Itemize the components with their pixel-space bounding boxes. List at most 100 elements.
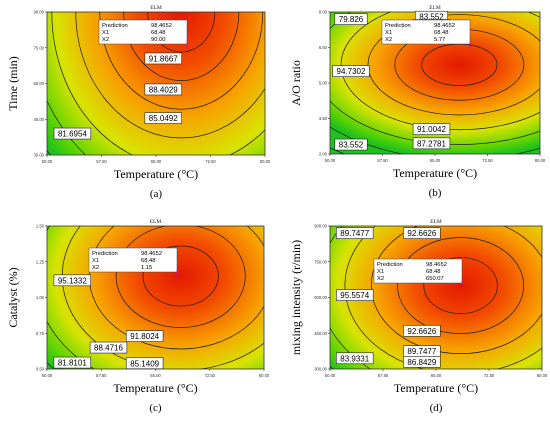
- x-axis-label: Temperature (°C): [394, 381, 478, 395]
- prediction-value: 98.4652: [426, 262, 447, 268]
- y-tick-label: 1.25: [36, 259, 45, 264]
- y-tick-label: 6.50: [319, 45, 328, 50]
- x-axis-label: Temperature (°C): [114, 167, 198, 181]
- contour-line: [340, 12, 540, 131]
- chart-panel: ELM 50.00 57.50 65.00 72.50 80.00 30.00 45.00 60…: [6, 5, 271, 200]
- chart-title: ELM: [150, 5, 162, 11]
- x-tick-label: 50.00: [325, 158, 336, 163]
- y-tick-label: 3.50: [319, 116, 328, 121]
- prediction-box: Prediction 98.4652 X1 68.48 X2 5.77: [381, 19, 471, 45]
- contour-value-label: 81.8101: [53, 356, 92, 369]
- y-tick-label: 300.00: [314, 367, 327, 372]
- prediction-value: 98.4652: [141, 251, 162, 257]
- contour-line: [123, 12, 240, 81]
- y-axis-label: Time (min): [6, 56, 20, 111]
- svg-text:87.2781: 87.2781: [417, 139, 446, 148]
- x-tick-label: 65.00: [151, 159, 162, 164]
- contour-value-label: 95.1332: [53, 274, 92, 287]
- x-tick-label: 72.50: [205, 373, 216, 378]
- contour-value-label: 91.8024: [125, 330, 164, 342]
- contour-value-label: 91.0042: [412, 123, 451, 135]
- svg-text:91.8024: 91.8024: [130, 332, 159, 341]
- contour-value-label: 86.8429: [403, 356, 441, 368]
- y-tick-label: 1.00: [36, 295, 45, 300]
- svg-text:95.1332: 95.1332: [58, 276, 87, 285]
- y-tick-label: 2.00: [319, 152, 328, 157]
- x-axis-label: Temperature (°C): [393, 166, 477, 180]
- contour-value-label: 88.4716: [89, 341, 128, 354]
- contour-line: [75, 12, 265, 139]
- panel-label: (d): [430, 402, 443, 414]
- svg-text:89.7477: 89.7477: [407, 347, 436, 356]
- contour-value-label: 89.7477: [403, 345, 441, 357]
- prediction-key: X1: [377, 269, 384, 275]
- contour-value-label: 83.9331: [336, 352, 374, 365]
- y-tick-label: 45.00: [34, 117, 45, 122]
- svg-text:91.0042: 91.0042: [417, 125, 446, 134]
- x-tick-label: 72.50: [484, 373, 495, 378]
- y-tick-label: 5.00: [319, 81, 328, 86]
- panel-label: (b): [429, 187, 442, 199]
- contour-line: [423, 257, 498, 314]
- x-tick-label: 57.50: [378, 373, 389, 378]
- y-tick-label: 900.00: [314, 224, 327, 229]
- contour-value-label: 88.4029: [144, 83, 182, 96]
- prediction-key: X2: [377, 276, 384, 282]
- contour-value-label: 92.6626: [403, 227, 441, 239]
- y-tick-label: 450.00: [314, 331, 327, 336]
- x-tick-label: 57.50: [96, 373, 107, 378]
- prediction-key: Prediction: [102, 23, 128, 29]
- svg-text:81.8101: 81.8101: [58, 359, 87, 368]
- contour-surface: [47, 226, 264, 369]
- prediction-value: 650.07: [426, 276, 444, 282]
- svg-text:81.6954: 81.6954: [58, 130, 87, 139]
- prediction-key: X2: [102, 37, 109, 43]
- chart-panel: ELM 50.00 57.50 65.00 72.50 80.00 2.00 3.50 5.00…: [289, 5, 546, 199]
- contour-line: [115, 226, 246, 328]
- prediction-key: X1: [102, 30, 109, 36]
- svg-text:83.552: 83.552: [339, 141, 364, 150]
- x-tick-label: 57.50: [96, 159, 107, 164]
- y-tick-label: 90.00: [34, 10, 45, 15]
- contour-line: [147, 12, 216, 53]
- x-tick-label: 80.00: [537, 373, 548, 378]
- y-tick-label: 600.00: [314, 295, 327, 300]
- svg-text:88.4029: 88.4029: [149, 85, 178, 94]
- y-tick-label: 60.00: [34, 81, 45, 86]
- contour-value-label: 92.6626: [403, 325, 441, 337]
- prediction-value: 90.00: [151, 37, 166, 43]
- prediction-value: 68.48: [151, 30, 166, 36]
- contour-value-label: 87.2781: [412, 137, 451, 150]
- contour-value-label: 94.7302: [332, 65, 370, 77]
- y-axis-label: mixing intensity (r/min): [289, 240, 303, 355]
- y-tick-label: 75.00: [34, 45, 45, 50]
- x-tick-label: 80.00: [260, 159, 271, 164]
- prediction-key: Prediction: [92, 251, 118, 257]
- svg-text:83.9331: 83.9331: [340, 354, 369, 363]
- contour-line: [367, 14, 540, 116]
- svg-text:92.6626: 92.6626: [407, 327, 436, 336]
- svg-text:94.7302: 94.7302: [337, 67, 366, 76]
- prediction-key: X1: [92, 258, 99, 264]
- prediction-key: X2: [92, 265, 99, 271]
- svg-text:83.552: 83.552: [419, 13, 444, 22]
- panel-label: (c): [149, 402, 162, 414]
- contour-value-label: 83.552: [334, 138, 368, 151]
- y-tick-label: 1.50: [36, 224, 45, 229]
- contour-value-label: 85.0492: [144, 112, 182, 124]
- panel-label: (a): [150, 188, 163, 200]
- contour-line: [344, 226, 542, 369]
- y-tick-label: 0.75: [36, 331, 45, 336]
- prediction-box: Prediction 98.4652 X1 68.48 X2 650.07: [373, 258, 463, 284]
- prediction-key: X1: [385, 30, 392, 36]
- svg-text:95.5574: 95.5574: [340, 291, 369, 300]
- chart-title: ELM: [430, 219, 442, 225]
- x-tick-label: 80.00: [259, 373, 270, 378]
- contour-value-label: 91.8667: [144, 52, 182, 65]
- x-axis-label: Temperature (°C): [113, 381, 197, 395]
- prediction-value: 68.48: [434, 30, 449, 36]
- chart-panel: ELM 50.00 57.50 65.00 72.50 80.00 300.00 450.00…: [289, 219, 548, 414]
- prediction-value: 5.77: [434, 37, 445, 43]
- prediction-value: 98.4652: [434, 23, 455, 29]
